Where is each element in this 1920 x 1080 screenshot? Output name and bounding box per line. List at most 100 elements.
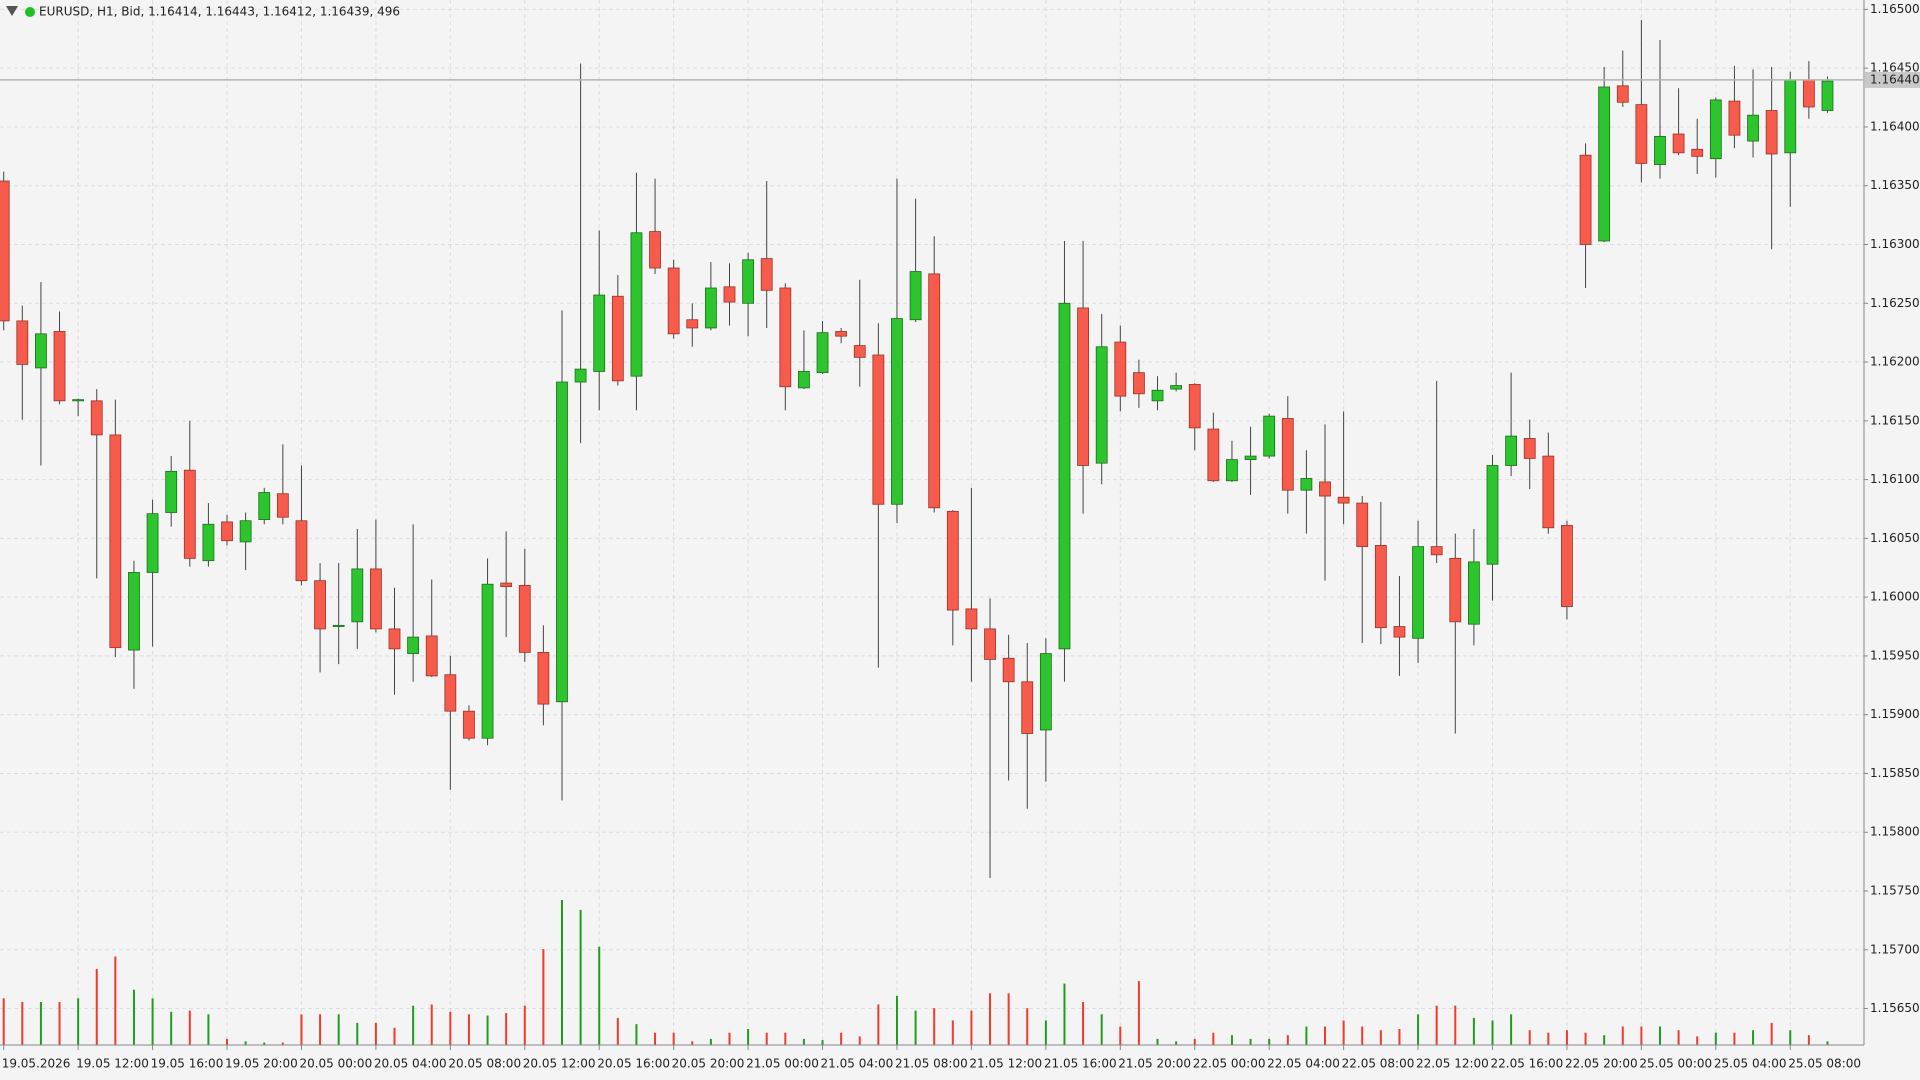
candle-body — [1467, 561, 1480, 625]
candle-body — [760, 258, 773, 291]
candle-body — [518, 584, 531, 653]
candle-body — [1002, 657, 1015, 683]
candle-body — [463, 710, 475, 739]
x-tick-label: 20.05 20:00 — [672, 1057, 745, 1071]
x-tick-label: 21.05 12:00 — [969, 1057, 1042, 1071]
candle-body — [295, 520, 308, 582]
candle-body — [984, 628, 996, 660]
candle-body — [407, 636, 420, 654]
candle-body — [1765, 110, 1778, 155]
x-tick-label: 22.05 20:00 — [1565, 1057, 1638, 1071]
candle-body — [258, 492, 271, 520]
candle-body — [1635, 104, 1648, 164]
candle-body — [1281, 418, 1294, 491]
candle-body — [1542, 455, 1555, 529]
candle-body — [53, 331, 66, 402]
candle-body — [1598, 86, 1611, 242]
candle-body — [946, 510, 959, 611]
candle-body — [872, 354, 885, 505]
y-tick-label: 1.16000 — [1870, 590, 1920, 604]
candle-body — [1226, 459, 1238, 482]
x-tick-label: 19.05.2026 — [2, 1057, 71, 1071]
candle-body — [1784, 79, 1797, 154]
x-tick-label: 20.05 08:00 — [448, 1057, 521, 1071]
y-tick-label: 1.16300 — [1870, 237, 1920, 251]
candle-body — [1505, 435, 1518, 466]
x-tick-label: 22.05 08:00 — [1342, 1057, 1415, 1071]
candle-body — [1095, 346, 1108, 464]
candle-body — [1821, 80, 1834, 111]
chart-title: EURUSD, H1, Bid, 1.16414, 1.16443, 1.164… — [39, 5, 400, 19]
candle-body — [1747, 114, 1759, 142]
candle-body — [1300, 478, 1313, 491]
candle-body — [1561, 525, 1573, 607]
candle-body — [1616, 85, 1629, 103]
candle-body — [1039, 653, 1052, 731]
candle-body — [1021, 681, 1034, 734]
candle-body — [481, 583, 494, 739]
grid — [0, 0, 1864, 1045]
x-tick-label: 21.05 08:00 — [895, 1057, 968, 1071]
candle-body — [90, 400, 103, 436]
candle-body — [276, 493, 289, 518]
candle-body — [332, 624, 345, 627]
candle-body — [1393, 626, 1406, 638]
candle-body — [742, 259, 754, 304]
candle-body — [798, 371, 810, 389]
candle-body — [1579, 154, 1592, 245]
candle-body — [1672, 133, 1685, 154]
candle-body — [1356, 502, 1369, 547]
x-tick-label: 19.05 16:00 — [151, 1057, 224, 1071]
y-tick-label: 1.16150 — [1870, 413, 1920, 427]
x-tick-label: 25.05 04:00 — [1714, 1057, 1787, 1071]
x-tick-label: 20.05 00:00 — [299, 1057, 372, 1071]
candle-body — [667, 267, 680, 335]
candle-body — [146, 513, 159, 573]
candle-body — [965, 608, 978, 630]
candle-body — [1430, 546, 1443, 556]
candle-body — [816, 332, 829, 374]
price-label-box — [1865, 71, 1920, 88]
candle-body — [928, 273, 941, 509]
candle-body — [351, 568, 364, 623]
candle-body — [853, 345, 866, 358]
y-tick-label: 1.16250 — [1870, 296, 1920, 310]
x-tick-label: 25.05 00:00 — [1639, 1057, 1712, 1071]
x-tick-label: 21.05 00:00 — [746, 1057, 819, 1071]
candle-body — [593, 294, 606, 372]
y-tick-label: 1.15850 — [1870, 766, 1920, 780]
candle-body — [202, 523, 215, 562]
x-tick-label: 19.05 12:00 — [76, 1057, 149, 1071]
y-tick-label: 1.16400 — [1870, 119, 1920, 133]
menu-arrow[interactable] — [6, 6, 18, 16]
candle-body — [239, 520, 252, 543]
candle-body — [444, 674, 457, 712]
y-tick-label: 1.15700 — [1870, 942, 1920, 956]
candle-body — [537, 651, 550, 705]
candle-body — [165, 470, 178, 513]
x-tick-label: 22.05 00:00 — [1193, 1057, 1266, 1071]
price-label: 1.16440 — [1870, 72, 1920, 86]
candle-body — [16, 320, 29, 365]
candle-body — [1077, 307, 1089, 466]
candle-body — [1151, 389, 1164, 402]
candle-body — [1523, 438, 1536, 459]
y-tick-label: 1.15950 — [1870, 648, 1920, 662]
candle-body — [1654, 135, 1666, 165]
candle-body — [500, 582, 513, 587]
candle-body — [388, 628, 401, 650]
x-tick-label: 20.05 04:00 — [374, 1057, 447, 1071]
y-tick-label: 1.15900 — [1870, 707, 1920, 721]
candle-body — [1058, 302, 1071, 650]
candle-body — [183, 469, 196, 559]
x-tick-label: 20.05 16:00 — [597, 1057, 670, 1071]
x-tick-label: 22.05 04:00 — [1267, 1057, 1340, 1071]
y-tick-label: 1.16200 — [1870, 355, 1920, 369]
x-tick-label: 21.05 20:00 — [1118, 1057, 1191, 1071]
candle-body — [0, 180, 10, 322]
candle-body — [35, 333, 47, 369]
candle-body — [1244, 455, 1257, 461]
candle-body — [1412, 546, 1424, 639]
status-dot — [25, 7, 35, 17]
